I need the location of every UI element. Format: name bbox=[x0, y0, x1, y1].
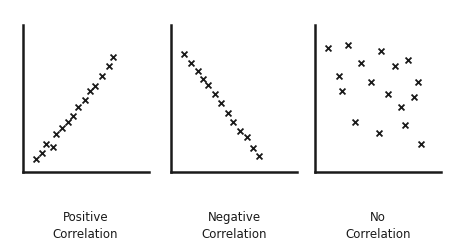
Point bbox=[99, 74, 106, 77]
Point bbox=[50, 145, 57, 149]
Point bbox=[324, 46, 332, 50]
Point bbox=[75, 105, 82, 109]
Point bbox=[92, 85, 99, 88]
Point bbox=[105, 64, 112, 68]
Point bbox=[205, 83, 212, 87]
Point bbox=[358, 61, 365, 65]
Point bbox=[109, 55, 116, 59]
Point bbox=[351, 120, 358, 124]
Point bbox=[418, 142, 425, 146]
Point bbox=[225, 111, 232, 115]
Point bbox=[255, 154, 262, 158]
Point bbox=[404, 58, 411, 62]
Point bbox=[375, 131, 382, 135]
Point bbox=[194, 69, 201, 73]
Point bbox=[69, 114, 76, 118]
Point bbox=[401, 123, 409, 127]
Point bbox=[52, 132, 59, 136]
Point bbox=[367, 80, 374, 84]
Point bbox=[64, 120, 71, 124]
Point bbox=[180, 52, 188, 56]
Point bbox=[415, 80, 422, 84]
Point bbox=[345, 43, 352, 47]
Point bbox=[81, 98, 89, 102]
Point bbox=[39, 151, 46, 155]
Point bbox=[86, 89, 94, 93]
Point bbox=[335, 74, 342, 77]
Point bbox=[230, 120, 237, 124]
Text: Negative
Correlation: Negative Correlation bbox=[201, 211, 267, 241]
Point bbox=[250, 146, 257, 150]
Point bbox=[243, 135, 250, 139]
Point bbox=[211, 92, 218, 96]
Point bbox=[218, 101, 225, 105]
Text: Positive
Correlation: Positive Correlation bbox=[53, 211, 118, 241]
Point bbox=[58, 126, 66, 130]
Point bbox=[384, 92, 392, 96]
Point bbox=[391, 64, 398, 68]
Point bbox=[236, 129, 243, 133]
Point bbox=[378, 49, 385, 53]
Point bbox=[187, 61, 194, 65]
Point bbox=[398, 105, 405, 109]
Point bbox=[199, 77, 207, 81]
Point bbox=[32, 157, 39, 161]
Point bbox=[338, 89, 345, 93]
Point bbox=[43, 142, 50, 146]
Point bbox=[411, 95, 418, 99]
Text: No
Correlation: No Correlation bbox=[345, 211, 411, 241]
